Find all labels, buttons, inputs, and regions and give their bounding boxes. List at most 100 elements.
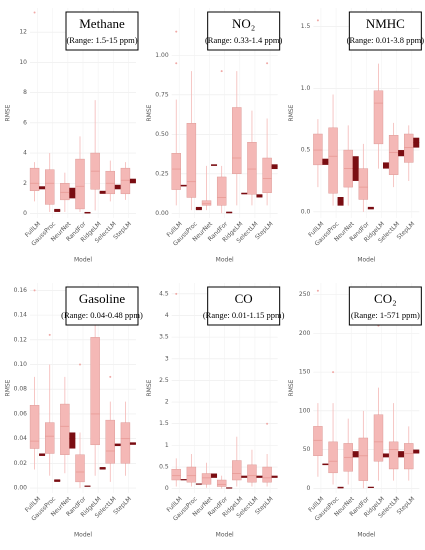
box <box>201 473 212 485</box>
outlier <box>266 422 269 425</box>
box <box>29 405 40 449</box>
y-tick-label: 12 <box>19 29 27 36</box>
y-tick-label: 3 <box>165 355 169 362</box>
box <box>328 441 338 474</box>
box <box>373 90 384 145</box>
y-tick-label: 0.02 <box>14 460 28 467</box>
y-tick-label: 2 <box>23 180 27 187</box>
box <box>358 168 369 200</box>
x-axis-label: Model <box>216 532 234 539</box>
panel-subtitle: (Range: 0.01-1.15 ppm) <box>203 310 285 320</box>
x-axis-label: Model <box>74 532 92 539</box>
y-tick-label: 3.5 <box>159 334 169 341</box>
box <box>382 453 389 458</box>
panel-title: CO₂ <box>374 291 397 306</box>
y-tick-label: 0.0 <box>301 208 311 215</box>
panel-title: Gasoline <box>79 291 125 306</box>
outlier <box>332 371 335 374</box>
box <box>313 426 323 457</box>
y-tick-label: 2 <box>165 399 169 406</box>
box <box>120 422 131 464</box>
y-tick-label: 150 <box>299 369 311 376</box>
panel-subtitle: (Range: 0.33-1.4 ppm) <box>205 35 283 45</box>
y-tick-label: 0.08 <box>14 386 28 393</box>
x-axis-label: Model <box>74 257 92 264</box>
box <box>404 133 414 163</box>
box <box>413 449 420 454</box>
y-tick-label: 1.00 <box>155 52 169 59</box>
outlier <box>316 289 319 292</box>
box <box>337 197 344 206</box>
outlier <box>33 289 36 292</box>
panel-subtitle: (Range: 0.04-0.48 ppm) <box>61 310 143 320</box>
box <box>69 432 76 449</box>
box <box>382 162 389 169</box>
y-tick-label: 8 <box>23 89 27 96</box>
box <box>247 464 257 483</box>
box <box>322 158 329 165</box>
outlier <box>175 30 178 33</box>
y-tick-label: 50 <box>303 446 311 453</box>
y-axis-label: RMSE <box>288 104 295 121</box>
box <box>120 167 131 195</box>
y-tick-label: 4 <box>165 312 169 319</box>
y-tick-label: 0.75 <box>155 91 169 98</box>
title-box <box>65 11 139 51</box>
y-tick-label: 0.10 <box>14 361 28 368</box>
y-tick-label: 1.0 <box>301 85 311 92</box>
box <box>75 454 85 483</box>
box <box>216 176 227 206</box>
outlier <box>316 19 319 22</box>
y-tick-label: 200 <box>299 330 311 337</box>
y-tick-label: 0.04 <box>14 435 28 442</box>
title-box <box>65 286 139 326</box>
y-tick-label: 0.50 <box>155 131 169 138</box>
y-tick-label: 0 <box>165 485 169 492</box>
box <box>90 337 100 446</box>
panel-subtitle: (Range: 1-571 ppm) <box>351 310 420 320</box>
y-tick-label: 4.5 <box>159 290 169 297</box>
box <box>388 441 399 470</box>
y-tick-label: 1 <box>165 442 169 449</box>
box <box>69 187 76 199</box>
outlier <box>48 333 51 336</box>
box <box>171 468 181 481</box>
y-tick-label: 0 <box>307 485 311 492</box>
y-axis-label: RMSE <box>288 379 295 396</box>
y-tick-label: 0.00 <box>155 210 169 217</box>
box <box>313 133 323 166</box>
y-tick-label: 1.5 <box>159 420 169 427</box>
x-axis-label: Model <box>216 257 234 264</box>
y-tick-label: 6 <box>23 119 27 126</box>
box <box>45 169 55 205</box>
outlier <box>79 363 81 366</box>
box <box>262 157 272 193</box>
title-box <box>348 286 422 326</box>
box <box>262 466 272 483</box>
box <box>404 443 414 470</box>
box <box>60 403 70 455</box>
box <box>201 200 212 206</box>
box <box>60 183 70 201</box>
box <box>398 150 405 157</box>
y-tick-label: 0 <box>23 210 27 217</box>
y-tick-label: 0.5 <box>159 464 169 471</box>
x-axis-label: Model <box>357 532 375 539</box>
outlier <box>175 292 178 295</box>
x-axis-label: Model <box>357 257 375 264</box>
box <box>388 135 399 175</box>
panel-title: Methane <box>79 16 125 31</box>
y-axis-label: RMSE <box>146 104 153 121</box>
y-axis-label: RMSE <box>5 104 12 121</box>
box <box>216 479 227 487</box>
outlier <box>109 375 112 378</box>
outlier <box>175 62 178 65</box>
box <box>171 153 181 190</box>
box <box>186 466 197 483</box>
y-tick-label: 0.00 <box>14 485 28 492</box>
box <box>29 167 40 192</box>
panel-subtitle: (Range: 1.5-15 ppm) <box>66 35 137 45</box>
y-axis-label: RMSE <box>146 379 153 396</box>
y-tick-label: 250 <box>299 291 311 298</box>
